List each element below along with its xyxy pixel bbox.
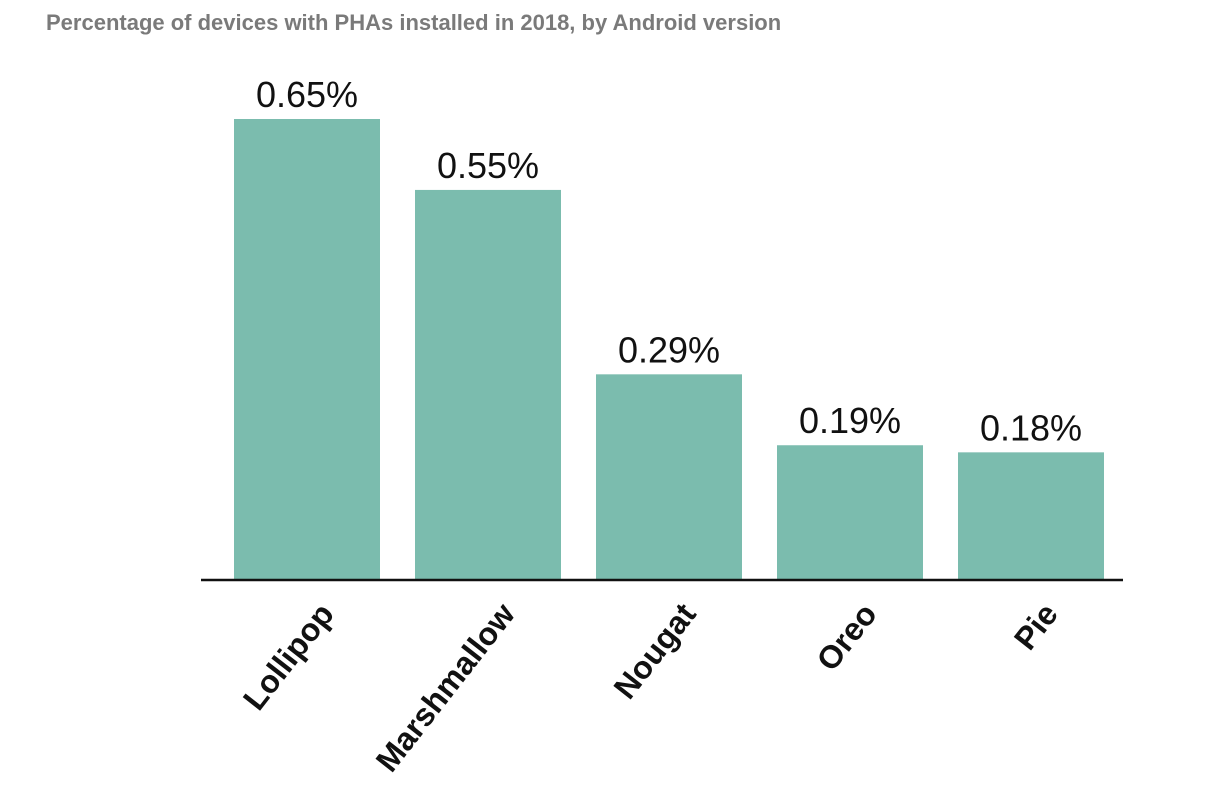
bar-marshmallow <box>415 189 561 580</box>
data-label-lollipop: 0.65% <box>256 74 358 115</box>
chart-title: Percentage of devices with PHAs installe… <box>46 10 782 35</box>
category-label-pie: Pie <box>1007 596 1065 656</box>
category-labels-layer: Lollipop Marshmallow Nougat Oreo Pie <box>236 596 1065 778</box>
data-label-marshmallow: 0.55% <box>437 145 539 186</box>
data-label-nougat: 0.29% <box>618 329 720 370</box>
bars-layer <box>234 119 1104 580</box>
data-label-oreo: 0.19% <box>799 400 901 441</box>
data-labels-layer: 0.65% 0.55% 0.29% 0.19% 0.18% <box>256 74 1082 448</box>
category-label-lollipop: Lollipop <box>236 596 341 716</box>
bar-nougat <box>596 374 742 580</box>
bar-oreo <box>777 445 923 580</box>
data-label-pie: 0.18% <box>980 407 1082 448</box>
bar-pie <box>958 452 1104 580</box>
category-label-oreo: Oreo <box>809 596 883 677</box>
category-label-marshmallow: Marshmallow <box>369 596 522 778</box>
category-label-nougat: Nougat <box>607 596 703 705</box>
bar-lollipop <box>234 119 380 580</box>
